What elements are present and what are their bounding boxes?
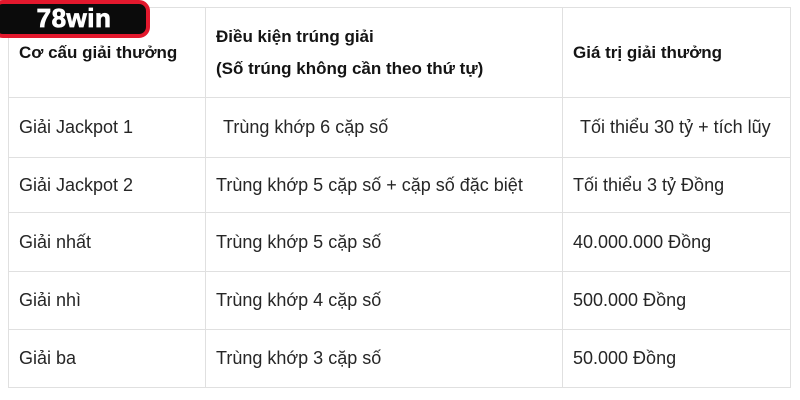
prize-table-container: Cơ cấu giải thưởng Điều kiện trúng giải …	[8, 7, 791, 388]
value-cell: Tối thiểu 3 tỷ Đồng	[562, 157, 791, 213]
prize-structure-table: Cơ cấu giải thưởng Điều kiện trúng giải …	[8, 7, 791, 388]
prize-cell: Giải Jackpot 1	[8, 97, 206, 158]
value-cell: Tối thiểu 30 tỷ + tích lũy	[562, 97, 791, 158]
value-cell: 500.000 Đồng	[562, 271, 791, 330]
col-header-value: Giá trị giải thưởng	[562, 7, 791, 98]
col-header-condition-line1: Điều kiện trúng giải	[216, 27, 374, 47]
condition-cell: Trùng khớp 3 cặp số	[205, 329, 563, 388]
header-row: Cơ cấu giải thưởng Điều kiện trúng giải …	[8, 7, 791, 98]
table-row: Giải Jackpot 1 Trùng khớp 6 cặp số Tối t…	[8, 97, 791, 158]
col-header-condition: Điều kiện trúng giải (Số trúng không cần…	[205, 7, 563, 98]
table-header: Cơ cấu giải thưởng Điều kiện trúng giải …	[8, 7, 791, 98]
condition-cell: Trùng khớp 6 cặp số	[205, 97, 563, 158]
value-cell: 50.000 Đồng	[562, 329, 791, 388]
col-header-condition-line2: (Số trúng không cần theo thứ tự)	[216, 58, 484, 78]
condition-cell: Trùng khớp 5 cặp số	[205, 212, 563, 272]
table-row: Giải nhì Trùng khớp 4 cặp số 500.000 Đồn…	[8, 271, 791, 330]
logo-text: 78win	[36, 2, 112, 33]
prize-cell: Giải Jackpot 2	[8, 157, 206, 213]
table-body: Giải Jackpot 1 Trùng khớp 6 cặp số Tối t…	[8, 97, 791, 388]
value-cell: 40.000.000 Đồng	[562, 212, 791, 272]
78win-logo: 78win	[0, 0, 150, 38]
prize-cell: Giải nhất	[8, 212, 206, 272]
condition-cell: Trùng khớp 5 cặp số + cặp số đặc biệt	[205, 157, 563, 213]
table-row: Giải Jackpot 2 Trùng khớp 5 cặp số + cặp…	[8, 157, 791, 213]
condition-cell: Trùng khớp 4 cặp số	[205, 271, 563, 330]
prize-cell: Giải ba	[8, 329, 206, 388]
prize-cell: Giải nhì	[8, 271, 206, 330]
table-row: Giải ba Trùng khớp 3 cặp số 50.000 Đồng	[8, 329, 791, 388]
table-row: Giải nhất Trùng khớp 5 cặp số 40.000.000…	[8, 212, 791, 272]
